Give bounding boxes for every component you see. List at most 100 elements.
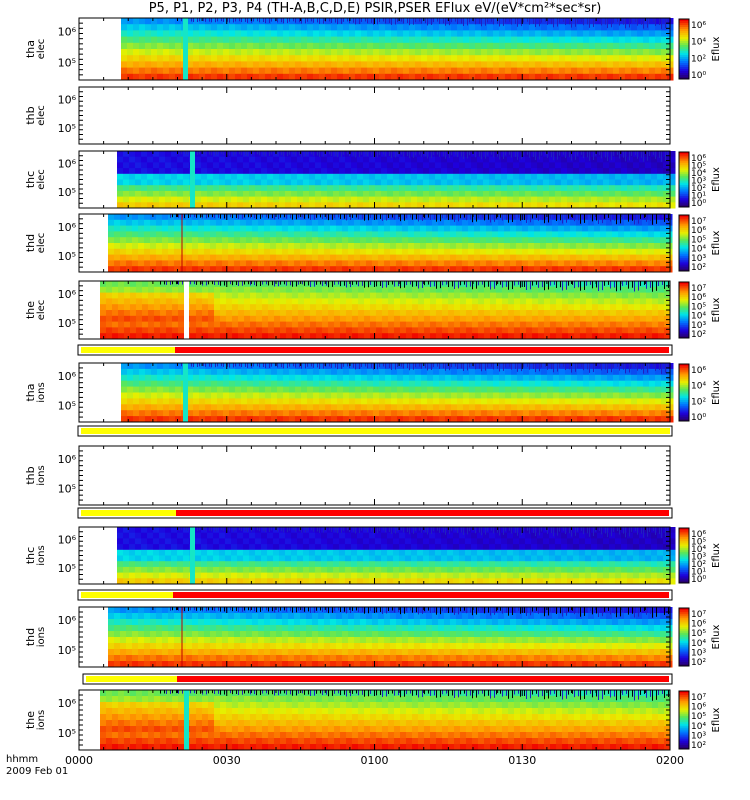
spectrogram-cell (393, 179, 400, 186)
spectrogram-cell (198, 225, 205, 232)
spectrogram-cell (159, 162, 166, 169)
spectrogram-cell (288, 214, 295, 221)
noise-stripe (514, 281, 515, 286)
spectrogram-cell (646, 281, 653, 288)
spectrogram-cell (489, 156, 496, 163)
spectrogram-cell (520, 298, 527, 305)
spectrogram-cell (621, 156, 628, 163)
spectrogram-cell (261, 173, 268, 180)
spectrogram-cell (438, 214, 445, 221)
noise-stripe (520, 281, 521, 288)
spectrogram-cell (445, 49, 452, 56)
spectrogram-cell (565, 24, 572, 31)
spectrogram-cell (468, 231, 475, 238)
spectrogram-cell (468, 266, 475, 273)
spectrogram-cell (364, 315, 371, 323)
spectrogram-cell (568, 281, 575, 288)
spectrogram-cell (477, 151, 484, 158)
noise-stripe (428, 214, 429, 218)
spectrogram-cell (321, 151, 328, 158)
noise-stripe (295, 18, 296, 23)
spectrogram-cell (330, 225, 337, 232)
spectrogram-cell (451, 49, 458, 56)
spectrogram-cell (351, 190, 358, 198)
spectrogram-cell (531, 190, 538, 198)
spectrogram-cell (301, 61, 308, 69)
spectrogram-cell (177, 185, 184, 192)
spectrogram-cell (232, 321, 239, 328)
spectrogram-cell (463, 55, 470, 62)
spectrogram-cell (553, 18, 560, 25)
spectrogram-cell (339, 162, 346, 169)
spectrogram-cell (618, 214, 625, 221)
spectrogram-cell (265, 67, 272, 75)
spectrogram-cell (631, 61, 638, 69)
spectrogram-cell (453, 190, 460, 198)
spectrogram-cell (535, 67, 542, 75)
spectrogram-cell (606, 254, 613, 261)
spectrogram-cell (460, 292, 467, 299)
noise-stripe (556, 281, 557, 288)
spectrogram-cell (618, 248, 625, 256)
spectrogram-cell (552, 214, 559, 221)
spectrogram-cell (207, 156, 214, 163)
spectrogram-cell (369, 168, 376, 175)
noise-stripe (572, 281, 573, 285)
spectrogram-cell (417, 196, 424, 203)
spectrogram-cell (180, 237, 187, 244)
spectrogram-cell (178, 315, 185, 323)
spectrogram-cell (528, 219, 535, 227)
spectrogram-cell (349, 42, 356, 50)
spectrogram-cell (529, 42, 536, 50)
spectrogram-cell (619, 30, 626, 38)
noise-stripe (460, 281, 461, 286)
spectrogram-cell (430, 321, 437, 328)
spectrogram-cell (201, 173, 208, 180)
spectrogram-cell (228, 225, 235, 232)
spectrogram-cell (196, 333, 203, 340)
noise-stripe (578, 214, 579, 221)
spectrogram-cell (303, 173, 310, 180)
spectrogram-cell (118, 286, 125, 294)
colorbar-tick-label: 10⁷ (691, 217, 706, 227)
spectrogram-cell (133, 380, 140, 388)
spectrogram-cell (451, 24, 458, 31)
spectrogram-cell (523, 36, 530, 44)
spectrogram-cell (331, 55, 338, 62)
spectrogram-cell (217, 61, 224, 69)
spectrogram-cell (354, 248, 361, 256)
spectrogram-cell (571, 36, 578, 44)
spectrogram-cell (550, 327, 557, 334)
spectrogram-cell (493, 49, 500, 56)
spectrogram-cell (540, 266, 547, 273)
spectrogram-cell (535, 55, 542, 62)
spectrogram-cell (297, 196, 304, 203)
spectrogram-cell (424, 315, 431, 323)
spectrogram-cell (658, 310, 665, 317)
spectrogram-cell (417, 173, 424, 180)
spectrogram-cell (261, 190, 268, 198)
spectrogram-cell (198, 243, 205, 250)
spectrogram-cell (240, 237, 247, 244)
spectrogram-cell (334, 304, 341, 311)
noise-stripe (280, 281, 281, 285)
noise-stripe (667, 151, 668, 156)
spectrogram-cell (322, 327, 329, 334)
spectrogram-cell (354, 266, 361, 273)
spectrogram-cell (628, 321, 635, 328)
spectrogram-cell (579, 190, 586, 198)
spectrogram-cell (583, 36, 590, 44)
y-axis-label: the (24, 301, 37, 319)
spectrogram-cell (133, 392, 140, 399)
spectrogram-cell (465, 196, 472, 203)
spectrogram-cell (135, 162, 142, 169)
spectrogram-cell (477, 185, 484, 192)
spectrogram-cell (142, 315, 149, 323)
spectrogram-cell (418, 321, 425, 328)
spectrogram-cell (222, 237, 229, 244)
spectrogram-cell (319, 36, 326, 44)
spectrogram-cell (612, 219, 619, 227)
noise-stripe (281, 18, 282, 23)
spectrogram-cell (532, 333, 539, 340)
spectrogram-cell (498, 225, 505, 232)
